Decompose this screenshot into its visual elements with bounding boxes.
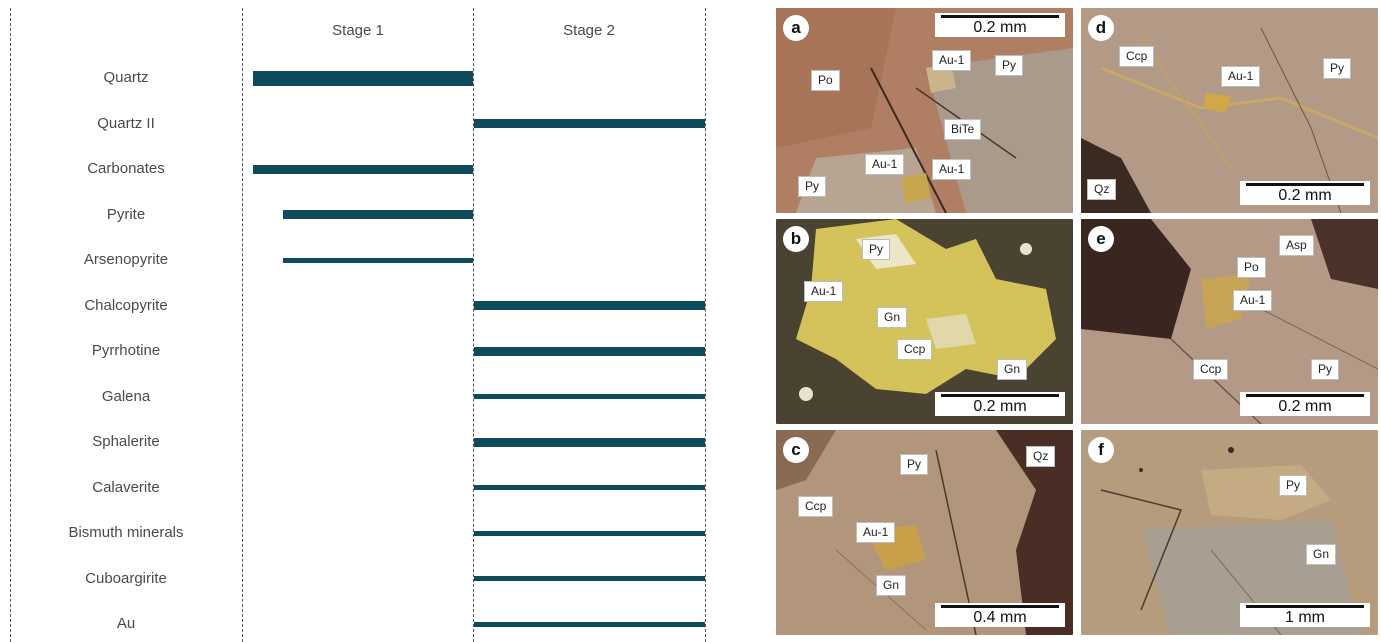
stage-2-bar (474, 576, 705, 581)
mineral-label: Py (798, 176, 827, 197)
scale-bar: 0.2 mm (935, 392, 1065, 416)
stage-1-bar (283, 257, 473, 263)
stage-2-bar (474, 301, 705, 310)
micrograph-d-image (1081, 8, 1378, 213)
mineral-label: Ccp (897, 339, 933, 360)
stage-2-bar (474, 621, 705, 627)
mineral-name: Carbonates (87, 160, 165, 177)
panel-letter: d (1088, 15, 1114, 41)
mineral-name: Arsenopyrite (83, 251, 169, 268)
mineral-label: Ccp (1119, 46, 1155, 67)
panel-letter: b (783, 226, 809, 252)
scale-bar: 0.2 mm (935, 13, 1065, 37)
stage-2-bar (474, 437, 705, 447)
mineral-name: Pyrrhotine (91, 342, 161, 359)
mineral-label: Py (995, 55, 1024, 76)
mineral-name: Au (116, 615, 136, 632)
stage-1-header: Stage 1 (332, 22, 384, 39)
mineral-name: Calaverite (92, 478, 160, 496)
micrograph-panel-f: f Py Gn 1 mm (1081, 430, 1378, 635)
mineral-name: Chalcopyrite (84, 296, 168, 314)
stage-2-bar (474, 530, 705, 536)
mineral-label: Au-1 (1221, 66, 1261, 87)
mineral-label: Au-1 (865, 154, 905, 175)
mineral-name: Cuboargirite (85, 569, 167, 587)
divider-line (705, 8, 706, 642)
mineral-label: Po (1237, 257, 1266, 278)
scale-bar: 0.4 mm (935, 603, 1065, 627)
scale-bar: 0.2 mm (1240, 392, 1370, 416)
divider-line (242, 8, 243, 642)
mineral-name: Quartz II (97, 114, 155, 132)
panel-letter: c (783, 437, 809, 463)
mineral-label: Py (862, 239, 891, 260)
micrograph-b-image (776, 219, 1073, 424)
stage-2-bar (474, 394, 705, 399)
mineral-label: Au-1 (1233, 290, 1273, 311)
mineral-name: Quartz (103, 69, 149, 86)
scale-bar: 0.2 mm (1240, 181, 1370, 205)
mineral-label: Po (811, 70, 840, 91)
stage-2-bar (474, 485, 705, 490)
stage-1-bar (253, 70, 473, 86)
mineral-name: Sphalerite (92, 433, 160, 450)
mineral-name: Galena (101, 387, 151, 405)
mineral-name: Bismuth minerals (68, 524, 184, 541)
scale-bar: 1 mm (1240, 603, 1370, 627)
stage-2-bar (474, 346, 705, 356)
mineral-label: Gn (1306, 544, 1337, 565)
panel-letter: a (783, 15, 809, 41)
mineral-name: Pyrite (106, 205, 146, 223)
mineral-label: Au-1 (932, 50, 972, 71)
micrograph-panel-d: d Ccp Au-1 Py Qz 0.2 mm (1081, 8, 1378, 213)
mineral-label: Ccp (1193, 359, 1229, 380)
mineral-label: Py (1311, 359, 1340, 380)
divider-line (10, 8, 11, 642)
mineral-label: Qz (1087, 179, 1117, 200)
stage-1-bar (253, 164, 473, 174)
mineral-label: Qz (1026, 446, 1056, 467)
micrograph-panel-e: e Asp Po Au-1 Ccp Py 0.2 mm (1081, 219, 1378, 424)
stage-2-bar (474, 119, 705, 128)
mineral-label: Ccp (798, 496, 834, 517)
micrograph-panel-b: b Py Au-1 Gn Ccp Gn 0.2 mm (776, 219, 1073, 424)
mineral-label: Au-1 (932, 159, 972, 180)
mineral-label: Py (1279, 475, 1308, 496)
micrograph-e-image (1081, 219, 1378, 424)
mineral-label: Gn (876, 575, 907, 596)
micrograph-panel-c: c Py Qz Ccp Au-1 Gn 0.4 mm (776, 430, 1073, 635)
mineral-label: Py (1323, 58, 1352, 79)
micrograph-panel-a: a Po Au-1 Py BiTe Au-1 Au-1 Py 0.2 mm (776, 8, 1073, 213)
mineral-label: Gn (997, 359, 1028, 380)
stage-1-bar (283, 210, 473, 219)
micrograph-a-image (776, 8, 1073, 213)
mineral-label: Asp (1279, 235, 1314, 256)
mineral-label: Gn (877, 307, 908, 328)
mineral-label: Au-1 (856, 522, 896, 543)
mineral-label: Py (900, 454, 929, 475)
panel-letter: f (1088, 437, 1114, 463)
mineral-label: BiTe (944, 119, 982, 140)
stage-2-header: Stage 2 (563, 22, 615, 39)
paragenesis-diagram: Stage 1 Stage 2 Quartz Quartz II Carbonate… (10, 8, 706, 642)
panel-letter: e (1088, 226, 1114, 252)
divider-line (473, 8, 474, 642)
mineral-label: Au-1 (804, 281, 844, 302)
